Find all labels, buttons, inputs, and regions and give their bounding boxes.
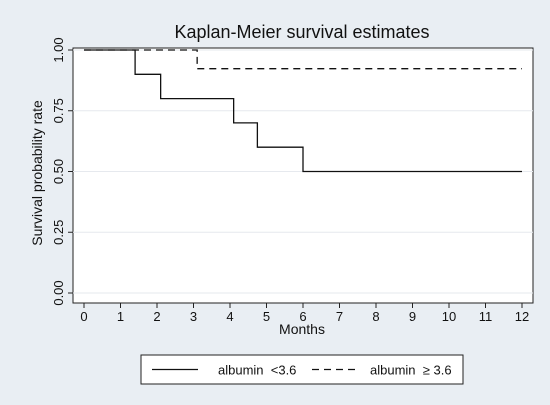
legend-label-1: albumin <3.6 (218, 363, 296, 378)
x-tick-label: 10 (442, 309, 456, 324)
x-tick-label: 12 (515, 309, 529, 324)
y-tick-label: 1.00 (51, 37, 66, 62)
y-axis-title: Survival probability rate (29, 100, 45, 246)
plot-area: 0.000.250.500.751.000 1 2 3 4 5 6 7 8 9 10 11 12 (51, 37, 534, 324)
y-tick-label: 0.00 (51, 280, 66, 305)
legend: albumin <3.6 albumin ≥ 3.6 (140, 354, 464, 385)
x-tick-label: 7 (336, 309, 343, 324)
x-tick-label: 0 (80, 309, 87, 324)
x-tick-label: 3 (190, 309, 197, 324)
x-axis-title: Months (279, 321, 325, 337)
y-tick-label: 0.25 (51, 220, 66, 245)
x-tick-label: 5 (263, 309, 270, 324)
x-tick-label: 2 (153, 309, 160, 324)
x-tick-label: 11 (479, 309, 493, 324)
series-line-1 (84, 49, 522, 173)
y-tick-label: 0.50 (51, 159, 66, 184)
plot-background (72, 47, 534, 304)
x-tick-label: 8 (372, 309, 379, 324)
x-tick-label: 6 (299, 309, 306, 324)
legend-label-2: albumin ≥ 3.6 (370, 363, 452, 378)
series-line-2 (84, 49, 522, 70)
chart-title: Kaplan-Meier survival estimates (174, 22, 429, 42)
y-tick-label: 0.75 (51, 98, 66, 123)
x-tick-label: 9 (409, 309, 416, 324)
x-tick-label: 4 (226, 309, 233, 324)
x-tick-label: 1 (117, 309, 124, 324)
